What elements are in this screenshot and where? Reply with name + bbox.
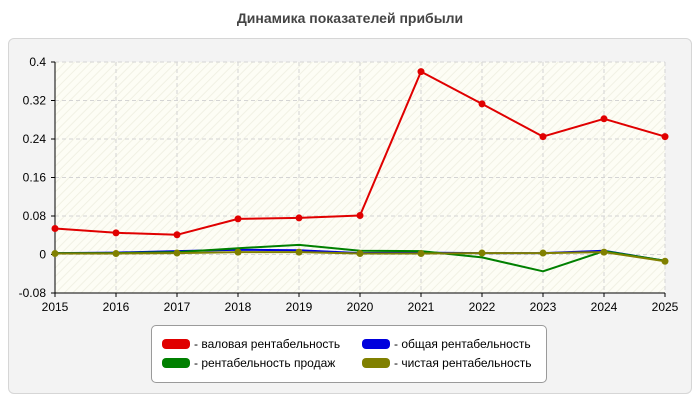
x-tick-label: 2025 (652, 300, 679, 314)
data-point (356, 212, 364, 220)
data-point (417, 250, 425, 258)
data-point (356, 250, 364, 258)
data-point (661, 133, 669, 141)
x-tick-label: 2020 (347, 300, 374, 314)
y-tick-label: 0.32 (23, 94, 47, 108)
x-tick-label: 2015 (42, 300, 69, 314)
data-point (478, 100, 486, 108)
legend-label: - общая рентабельность (394, 337, 531, 351)
x-tick-label: 2024 (591, 300, 618, 314)
data-point (295, 248, 303, 256)
y-tick-label: 0.4 (29, 55, 46, 69)
data-point (51, 250, 59, 258)
chart-title: Динамика показателей прибыли (236, 10, 464, 26)
data-point (600, 115, 608, 123)
data-point (51, 225, 59, 233)
x-tick-label: 2016 (103, 300, 130, 314)
legend-swatch (162, 339, 190, 349)
legend-item-sales-margin: - рентабельность продаж (162, 355, 335, 371)
data-point (234, 215, 242, 223)
data-point (539, 133, 547, 141)
data-point (600, 248, 608, 256)
legend-label: - валовая рентабельность (194, 337, 341, 351)
data-point (173, 249, 181, 257)
x-tick-label: 2023 (530, 300, 557, 314)
data-point (295, 214, 303, 222)
data-point (661, 257, 669, 265)
data-point (234, 248, 242, 256)
tick-labels: -0.08 0 0.08 0.16 0.24 0.32 0.4 2015 2016 2017 201… (19, 55, 679, 314)
data-point (112, 229, 120, 237)
legend-swatch (162, 358, 190, 368)
x-tick-label: 2021 (408, 300, 435, 314)
y-tick-label: 0.08 (23, 209, 47, 223)
legend-item-gross-margin: - валовая рентабельность (162, 336, 340, 352)
y-tick-label: 0 (39, 248, 46, 262)
data-point (112, 250, 120, 258)
x-tick-label: 2022 (469, 300, 496, 314)
y-tick-label: 0.16 (23, 171, 47, 185)
y-tick-label: 0.24 (23, 132, 47, 146)
data-point (173, 231, 181, 239)
legend-label: - рентабельность продаж (194, 356, 336, 370)
data-point (478, 249, 486, 257)
series-lines (51, 68, 669, 273)
legend-swatch (362, 339, 390, 349)
data-point (539, 249, 547, 257)
legend-item-net-margin: - чистая рентабельность (362, 355, 531, 371)
legend-item-total-margin: - общая рентабельность (362, 336, 531, 352)
x-tick-label: 2019 (286, 300, 313, 314)
y-tick-label: -0.08 (19, 286, 47, 300)
legend: - валовая рентабельность - общая рентабе… (151, 325, 547, 383)
data-point (417, 68, 425, 76)
x-tick-label: 2018 (225, 300, 252, 314)
x-tick-label: 2017 (164, 300, 191, 314)
legend-label: - чистая рентабельность (394, 356, 532, 370)
legend-swatch (362, 358, 390, 368)
